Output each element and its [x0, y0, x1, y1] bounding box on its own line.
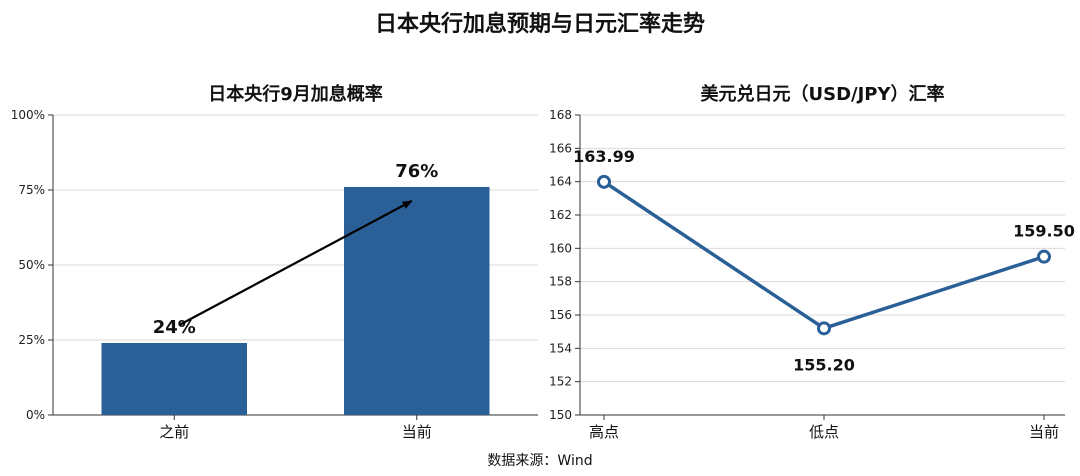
y-tick-label: 0%	[26, 408, 45, 422]
point-value-label: 163.99	[573, 147, 635, 166]
data-point	[817, 321, 831, 336]
y-tick-label: 100%	[11, 108, 45, 122]
x-tick-label: 之前	[159, 423, 189, 441]
series-line	[602, 180, 1046, 331]
source-note: 数据来源：Wind	[487, 453, 593, 469]
y-tick-label: 50%	[18, 258, 45, 272]
chart-title: 日本央行9月加息概率	[208, 83, 383, 105]
x-tick-label: 当前	[1029, 423, 1059, 441]
bar	[101, 343, 247, 415]
point-value-label: 155.20	[793, 355, 855, 374]
y-tick-label: 160	[549, 241, 572, 255]
y-tick-label: 158	[549, 275, 572, 289]
y-tick-label: 166	[549, 141, 572, 155]
y-tick-label: 154	[549, 341, 572, 355]
x-tick-label: 当前	[402, 423, 432, 441]
y-tick-label: 25%	[18, 333, 45, 347]
trend-arrow	[178, 200, 413, 326]
chart-title: 美元兑日元（USD/JPY）汇率	[700, 83, 944, 105]
bar-value-label: 76%	[395, 161, 438, 182]
x-tick-label: 高点	[589, 423, 619, 441]
y-tick-label: 168	[549, 108, 572, 122]
x-tick-label: 低点	[809, 423, 839, 441]
bar	[344, 187, 490, 415]
y-tick-label: 150	[549, 408, 572, 422]
point-value-label: 159.50	[1013, 222, 1075, 241]
line-chart: 美元兑日元（USD/JPY）汇率 150 152 154 156 158 160 162 164…	[549, 83, 1075, 441]
figure-title: 日本央行加息预期与日元汇率走势	[374, 12, 705, 37]
data-point	[1037, 249, 1051, 264]
y-tick-label: 156	[549, 308, 572, 322]
y-tick-label: 75%	[18, 183, 45, 197]
y-tick-label: 152	[549, 375, 572, 389]
y-tick-label: 164	[549, 175, 572, 189]
y-tick-label: 162	[549, 208, 572, 222]
data-point	[597, 174, 611, 189]
